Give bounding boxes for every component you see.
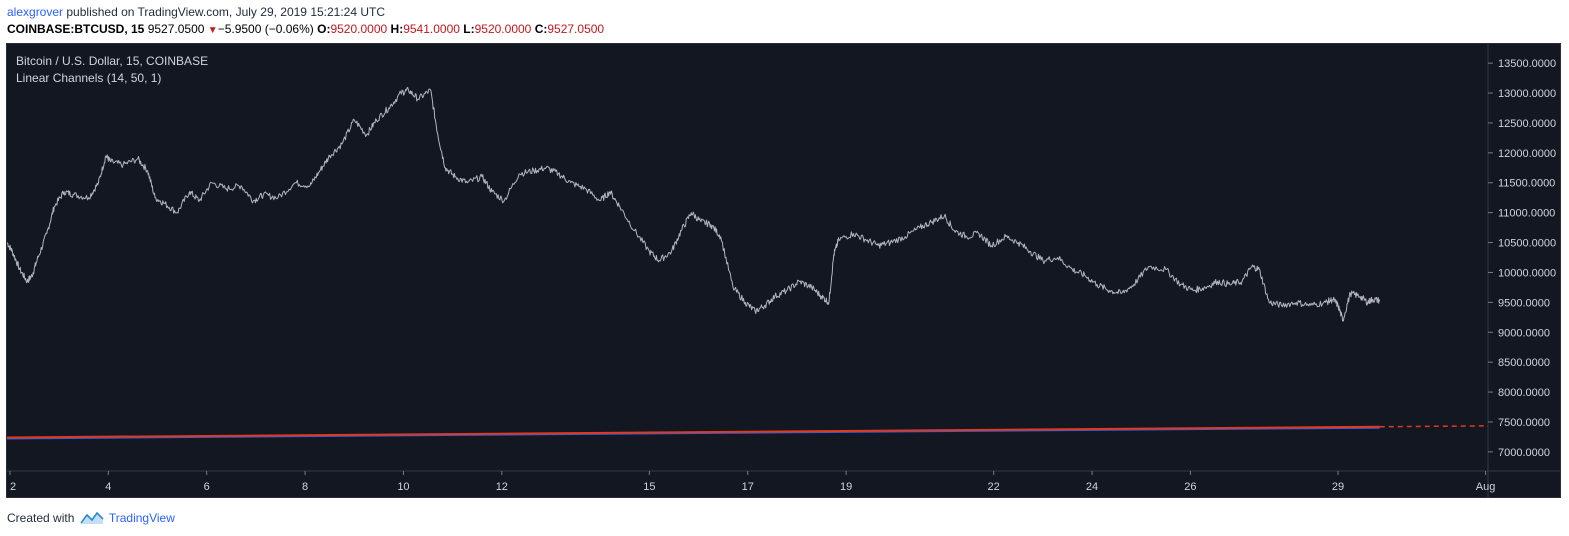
y-tick-label: 12500.0000 xyxy=(1498,118,1556,130)
indicator-label[interactable]: Linear Channels (14, 50, 1) xyxy=(16,71,161,85)
y-tick-label: 7500.0000 xyxy=(1498,417,1550,429)
open-label: O: xyxy=(317,22,331,36)
channel-lower-line xyxy=(6,427,1380,440)
price-change: −5.9500 (−0.06%) xyxy=(217,22,314,36)
chart-title: Bitcoin / U.S. Dollar, 15, COINBASE xyxy=(16,54,208,68)
x-tick-label: 22 xyxy=(988,481,1000,493)
y-tick-label: 13500.0000 xyxy=(1498,58,1556,70)
x-tick-label: 4 xyxy=(105,481,111,493)
x-tick-label: 17 xyxy=(742,481,754,493)
channel-regression-line xyxy=(6,425,1380,439)
x-tick-label: 24 xyxy=(1086,481,1098,493)
x-tick-label: Aug xyxy=(1476,481,1496,493)
symbol-info: COINBASE:BTCUSD, 15 9527.0500 ▼−5.9500 (… xyxy=(7,22,604,36)
price-chart[interactable]: 13500.0000 13000.0000 12500.0000 12000.0000… xyxy=(6,44,1560,497)
channel-projection-line xyxy=(1379,425,1489,428)
y-tick-label: 10500.0000 xyxy=(1498,238,1556,250)
x-tick-label: 6 xyxy=(204,481,210,493)
publish-info: alexgrover published on TradingView.com,… xyxy=(7,5,385,19)
x-tick-label: 10 xyxy=(397,481,409,493)
x-tick-label: 19 xyxy=(840,481,852,493)
low-label: L: xyxy=(463,22,475,36)
low-value: 9520.0000 xyxy=(474,22,532,36)
price-axis[interactable]: 13500.0000 13000.0000 12500.0000 12000.0000… xyxy=(1488,58,1556,459)
symbol-label: COINBASE:BTCUSD, 15 xyxy=(7,22,145,36)
x-tick-label: 12 xyxy=(496,481,508,493)
x-tick-label: 26 xyxy=(1184,481,1196,493)
close-label: C: xyxy=(534,22,548,36)
y-tick-label: 13000.0000 xyxy=(1498,88,1556,100)
author-link[interactable]: alexgrover xyxy=(7,5,64,19)
x-tick-label: 8 xyxy=(302,481,308,493)
created-with-text: Created with xyxy=(7,511,75,525)
chart-frame[interactable]: 13500.0000 13000.0000 12500.0000 12000.0000… xyxy=(6,43,1561,498)
published-text: published on TradingView.com, July 29, 2… xyxy=(66,5,386,19)
tradingview-logo-icon xyxy=(80,511,104,524)
time-axis[interactable]: 2 4 6 8 10 12 15 17 19 22 24 26 29 Aug xyxy=(9,471,1496,493)
y-tick-label: 7000.0000 xyxy=(1498,447,1550,459)
x-tick-label: 29 xyxy=(1332,481,1344,493)
tradingview-link[interactable]: TradingView xyxy=(108,511,175,525)
y-tick-label: 10000.0000 xyxy=(1498,267,1556,279)
high-label: H: xyxy=(390,22,404,36)
y-tick-label: 12000.0000 xyxy=(1498,148,1556,160)
btcusd-price-line xyxy=(6,86,1381,322)
footer: Created with TradingView xyxy=(7,511,175,525)
last-price: 9527.0500 xyxy=(147,22,205,36)
y-tick-label: 8500.0000 xyxy=(1498,357,1550,369)
y-tick-label: 11000.0000 xyxy=(1498,208,1555,220)
y-tick-label: 11500.0000 xyxy=(1498,178,1555,190)
down-arrow-icon: ▼ xyxy=(207,25,218,36)
linear-channel xyxy=(6,425,1489,440)
y-tick-label: 8000.0000 xyxy=(1498,387,1550,399)
open-value: 9520.0000 xyxy=(330,22,388,36)
price-series xyxy=(6,86,1381,322)
x-tick-label: 2 xyxy=(10,481,16,493)
x-tick-label: 15 xyxy=(643,481,655,493)
y-tick-label: 9000.0000 xyxy=(1498,327,1550,339)
high-value: 9541.0000 xyxy=(403,22,460,36)
close-value: 9527.0500 xyxy=(547,22,605,36)
y-tick-label: 9500.0000 xyxy=(1498,297,1550,309)
